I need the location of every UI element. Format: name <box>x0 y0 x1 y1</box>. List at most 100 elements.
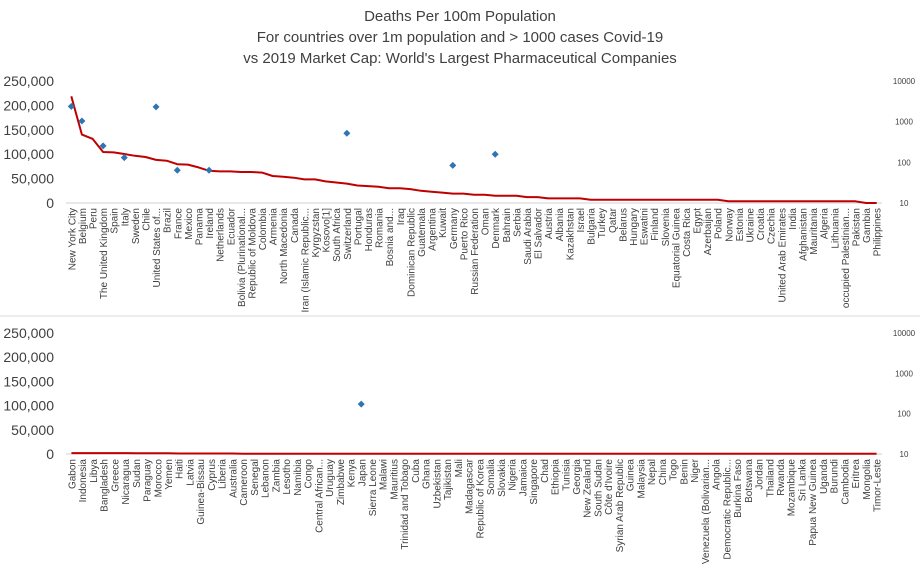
top-category-label: Bahrain <box>502 208 513 242</box>
top-market-cap-marker <box>173 166 181 174</box>
top-category-label: Norway <box>724 208 735 242</box>
bottom-category-label: Cambodia <box>840 459 851 505</box>
chart-title-line-2: For countries over 1m population and > 1… <box>256 29 664 46</box>
top-y2-tick-label: 1000 <box>895 118 913 127</box>
top-category-label: Armenia <box>269 208 280 246</box>
top-category-label: Puerto Rico <box>459 208 470 261</box>
bottom-category-label: Rwanda <box>776 459 787 496</box>
bottom-category-label: Madagascar <box>465 458 476 514</box>
top-category-label: Kuwait <box>438 208 449 238</box>
top-category-label: Bulgaria <box>587 208 598 245</box>
bottom-category-label: Singapore <box>529 459 540 505</box>
top-category-label: Azerbaijan <box>703 208 714 255</box>
top-category-label: Germany <box>449 208 460 249</box>
bottom-category-label: Burkina Faso <box>733 459 744 518</box>
bottom-category-label: Morocco <box>153 459 164 498</box>
bottom-category-label: Greece <box>110 459 121 492</box>
top-category-label: Mauritania <box>809 208 820 255</box>
top-category-label: Guatemala <box>417 208 428 257</box>
top-category-label: Turkey <box>597 208 608 238</box>
top-y-tick-label: 200,000 <box>3 97 54 113</box>
top-category-label: Eswatini <box>640 208 651 245</box>
top-category-label: United States of... <box>152 208 163 288</box>
top-category-label: The United Kingdom <box>99 208 110 299</box>
top-category-label: Panama <box>194 208 205 246</box>
top-category-label: France <box>173 208 184 240</box>
bottom-category-label: Mozambique <box>787 459 798 517</box>
bottom-category-label: Botswana <box>744 459 755 503</box>
bottom-category-label: Haiti <box>175 459 186 479</box>
bottom-category-label: Somalia <box>486 459 497 496</box>
bottom-category-label: Japan <box>357 459 368 486</box>
chart-title-line-1: Deaths Per 100m Population <box>364 8 556 25</box>
bottom-y2-tick-label: 10000 <box>893 329 916 338</box>
top-category-label: Kosovo[1] <box>322 208 333 253</box>
bottom-category-label: Congo <box>304 459 315 489</box>
top-category-label: Chile <box>141 208 152 231</box>
top-market-cap-marker <box>152 103 160 111</box>
bottom-y-tick-label: 50,000 <box>11 422 54 438</box>
bottom-category-label: Venezuela (Bolivarian... <box>701 459 712 564</box>
bottom-category-label: Kenya <box>347 459 358 488</box>
bottom-market-cap-marker <box>357 400 365 408</box>
top-category-label: Spain <box>110 208 121 234</box>
bottom-category-label: Latvia <box>185 459 196 486</box>
bottom-category-label: Cameroon <box>239 459 250 506</box>
bottom-category-label: Georgia <box>572 459 583 495</box>
bottom-category-label: Mali <box>454 459 465 477</box>
bottom-category-label: New Zealand <box>583 459 594 518</box>
top-category-label: Brazil <box>163 208 174 233</box>
top-market-cap-marker <box>449 161 457 169</box>
bottom-category-label: Uruguay <box>325 459 336 497</box>
top-y-tick-label: 250,000 <box>3 73 54 89</box>
top-category-label: India <box>788 208 799 230</box>
bottom-category-label: Cuba <box>411 459 422 483</box>
top-category-label: Ukraine <box>746 208 757 243</box>
bottom-category-label: Bangladesh <box>100 459 111 512</box>
top-market-cap-marker <box>205 166 213 174</box>
bottom-y-tick-label: 150,000 <box>3 373 54 389</box>
top-category-label: occupied Palestinian... <box>841 208 852 308</box>
top-category-label: Switzerland <box>343 208 354 260</box>
top-market-cap-marker <box>78 117 86 125</box>
bottom-category-label: Gabon <box>67 459 78 489</box>
top-market-cap-marker <box>99 142 107 150</box>
top-category-label: Bosnia and... <box>385 208 396 266</box>
top-y2-tick-label: 10 <box>900 199 909 208</box>
bottom-category-label: Togo <box>669 459 680 481</box>
top-deaths-line <box>70 96 877 204</box>
top-category-label: Saudi Arabia <box>523 208 534 265</box>
top-category-label: Oman <box>481 208 492 235</box>
top-category-label: Israel <box>576 208 587 232</box>
top-category-label: Costa Rica <box>682 208 693 257</box>
bottom-category-label: Sri Lanka <box>797 459 808 502</box>
bottom-y-tick-label: 0 <box>46 446 54 462</box>
bottom-category-label: Paraguay <box>143 459 154 502</box>
bottom-category-label: Yemen <box>164 459 175 490</box>
top-category-label: Finland <box>650 208 661 241</box>
bottom-category-label: Lesotho <box>282 459 293 495</box>
top-category-label: Philippines <box>873 208 884 256</box>
top-category-label: Hungary <box>629 208 640 246</box>
bottom-category-label: Malaysia <box>636 459 647 499</box>
bottom-category-label: Nigeria <box>508 459 519 491</box>
bottom-category-label: Republic of Korea <box>475 459 486 539</box>
top-category-label: Slovenia <box>661 208 672 247</box>
top-y2-tick-label: 10000 <box>893 77 916 86</box>
top-category-label: Afghanistan <box>799 208 810 261</box>
top-category-label: Romania <box>375 208 386 248</box>
bottom-category-label: Lebanon <box>261 459 272 498</box>
top-category-label: Lithuania <box>830 208 841 249</box>
bottom-category-label: Central African... <box>314 459 325 533</box>
top-category-label: Ireland <box>205 208 216 239</box>
bottom-y2-tick-label: 100 <box>897 410 911 419</box>
bottom-category-label: Jamaica <box>518 459 529 497</box>
bottom-category-label: Timor-Leste <box>873 459 884 512</box>
top-y2-tick-label: 100 <box>897 158 911 167</box>
top-category-label: Argentina <box>428 208 439 251</box>
top-category-label: Russian Federation <box>470 208 481 295</box>
top-category-label: El Salvador <box>534 207 545 259</box>
bottom-category-label: Nicaragua <box>121 459 132 505</box>
top-category-label: Colombia <box>258 208 269 251</box>
bottom-category-label: Zambia <box>271 459 282 493</box>
